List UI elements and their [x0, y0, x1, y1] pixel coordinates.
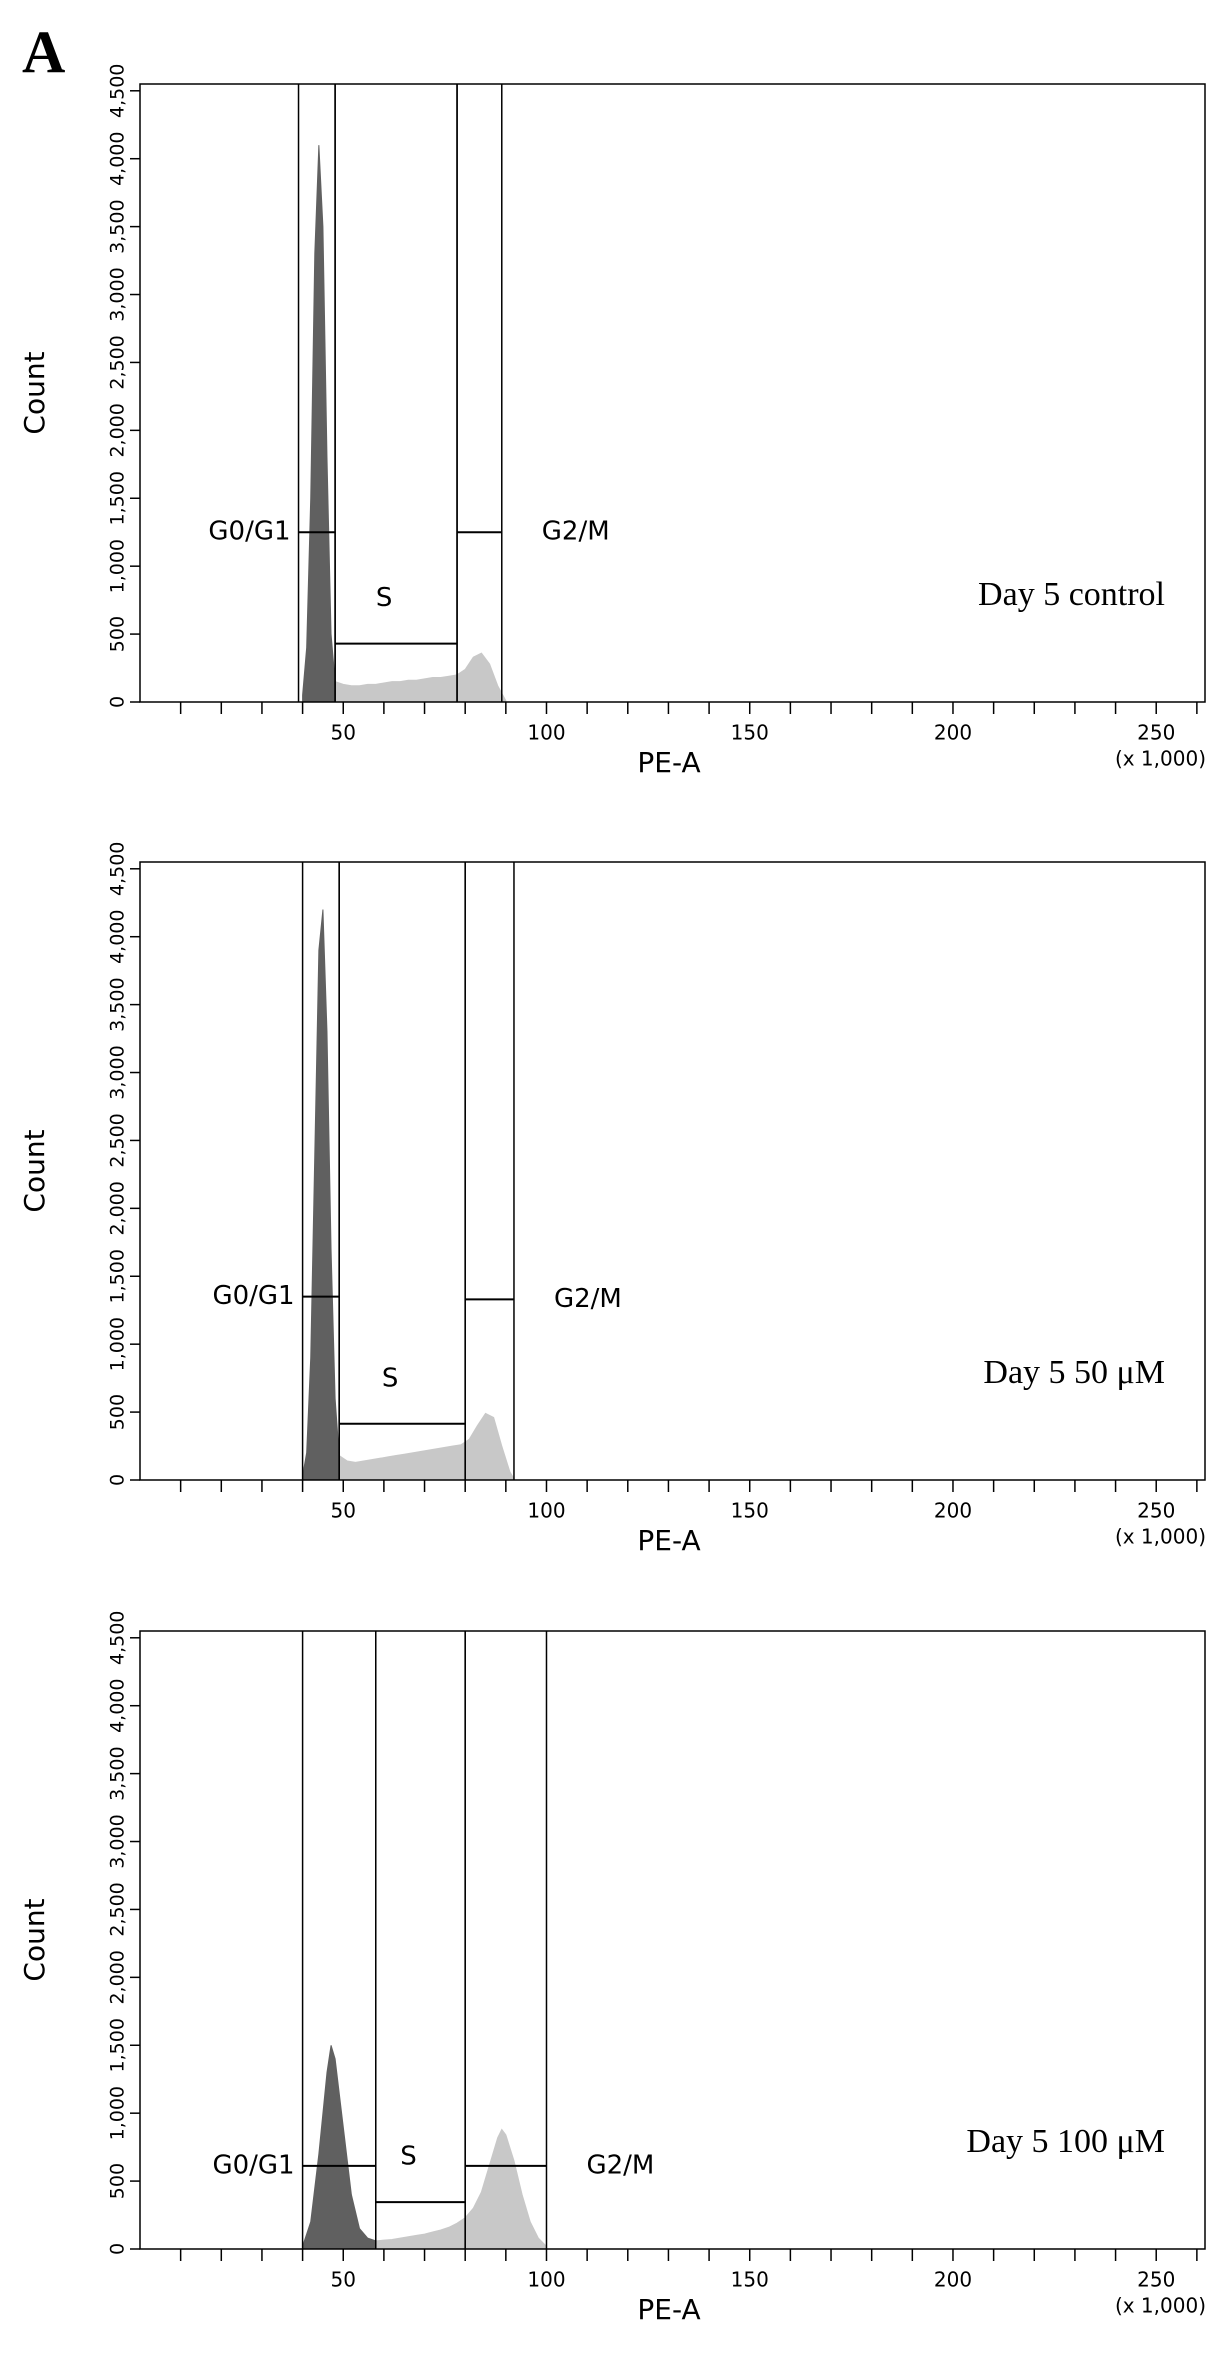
x-tick-label: 200 — [934, 1499, 972, 1523]
y-tick-label: 3,500 — [107, 199, 129, 253]
x-tick-label: 150 — [731, 721, 769, 745]
annotation: Day 5 100 μM — [966, 2123, 1165, 2160]
x-tick-label: 250 — [1137, 1499, 1175, 1523]
y-tick-label: 1,500 — [107, 1249, 129, 1303]
x-tick-label: 50 — [331, 1499, 356, 1523]
x-tick-label: 250 — [1137, 721, 1175, 745]
y-tick-label: 4,500 — [107, 64, 129, 118]
figure-label: A — [22, 19, 65, 85]
gate-label: S — [382, 1363, 399, 1393]
y-tick-label: 4,500 — [107, 1611, 129, 1665]
annotation: Day 5 50 μM — [983, 1354, 1165, 1391]
x-tick-label: 200 — [934, 721, 972, 745]
y-tick-label: 2,000 — [107, 403, 129, 457]
gate-label: G0/G1 — [212, 2150, 294, 2180]
y-tick-label: 1,500 — [107, 2018, 129, 2072]
y-tick-label: 4,000 — [107, 1679, 129, 1733]
x-axis-label: PE-A — [637, 746, 700, 779]
x-tick-label: 50 — [331, 721, 356, 745]
x-tick-label: 250 — [1137, 2268, 1175, 2292]
y-axis-label: Count — [18, 1898, 51, 1981]
y-tick-label: 3,000 — [107, 1814, 129, 1868]
gate-label: S — [376, 583, 393, 613]
y-tick-label: 500 — [107, 2163, 129, 2199]
y-tick-label: 500 — [107, 1394, 129, 1430]
y-tick-label: 1,000 — [107, 1317, 129, 1371]
x-unit-label: (x 1,000) — [1115, 2294, 1206, 2318]
gate-label: G0/G1 — [208, 517, 290, 547]
histogram-area — [302, 145, 336, 703]
y-tick-label: 0 — [107, 1474, 129, 1486]
panel: G0/G1 S G2/M 0 500 1,000 1,500 2,000 2,500 3,000 3… — [18, 1611, 1206, 2326]
y-tick-label: 1,000 — [107, 2086, 129, 2140]
x-tick-label: 100 — [527, 721, 565, 745]
gate-label: G2/M — [586, 2150, 654, 2180]
y-tick-label: 0 — [107, 2243, 129, 2255]
y-tick-label: 4,000 — [107, 132, 129, 186]
gate-label: G0/G1 — [212, 1281, 294, 1311]
y-axis-label: Count — [18, 1129, 51, 1212]
annotation: Day 5 control — [978, 576, 1165, 613]
y-tick-label: 3,500 — [107, 977, 129, 1031]
plot-frame — [139, 861, 1206, 1481]
panel: G0/G1 S G2/M 0 500 1,000 1,500 2,000 2,500 3,000 3… — [18, 64, 1206, 779]
panel: G0/G1 S G2/M 0 500 1,000 1,500 2,000 2,500 3,000 3… — [18, 842, 1206, 1557]
gate-label: G2/M — [554, 1284, 622, 1314]
y-tick-label: 1,000 — [107, 539, 129, 593]
histogram-area — [375, 2128, 547, 2250]
y-axis-label: Count — [18, 351, 51, 434]
y-tick-label: 0 — [107, 696, 129, 708]
x-tick-label: 100 — [527, 2268, 565, 2292]
y-tick-label: 2,500 — [107, 1882, 129, 1936]
histogram-area — [302, 909, 340, 1481]
histogram-area — [334, 652, 507, 703]
plot-frame — [139, 1630, 1206, 2250]
x-tick-label: 150 — [731, 2268, 769, 2292]
y-tick-label: 4,000 — [107, 910, 129, 964]
x-tick-label: 200 — [934, 2268, 972, 2292]
x-unit-label: (x 1,000) — [1115, 1525, 1206, 1549]
x-tick-label: 100 — [527, 1499, 565, 1523]
plot-frame — [139, 83, 1206, 703]
x-tick-label: 50 — [331, 2268, 356, 2292]
y-tick-label: 3,500 — [107, 1746, 129, 1800]
x-axis-label: PE-A — [637, 1524, 700, 1557]
y-tick-label: 3,000 — [107, 267, 129, 321]
y-tick-label: 4,500 — [107, 842, 129, 896]
y-tick-label: 2,500 — [107, 1113, 129, 1167]
y-tick-label: 3,000 — [107, 1045, 129, 1099]
histogram-area — [302, 2045, 377, 2250]
y-tick-label: 1,500 — [107, 471, 129, 525]
histogram-area — [338, 1412, 515, 1481]
gate-label: S — [400, 2142, 417, 2172]
y-tick-label: 500 — [107, 616, 129, 652]
y-tick-label: 2,000 — [107, 1181, 129, 1235]
y-tick-label: 2,500 — [107, 335, 129, 389]
x-axis-label: PE-A — [637, 2293, 700, 2326]
y-tick-label: 2,000 — [107, 1950, 129, 2004]
x-tick-label: 150 — [731, 1499, 769, 1523]
x-unit-label: (x 1,000) — [1115, 747, 1206, 771]
gate-label: G2/M — [542, 517, 610, 547]
